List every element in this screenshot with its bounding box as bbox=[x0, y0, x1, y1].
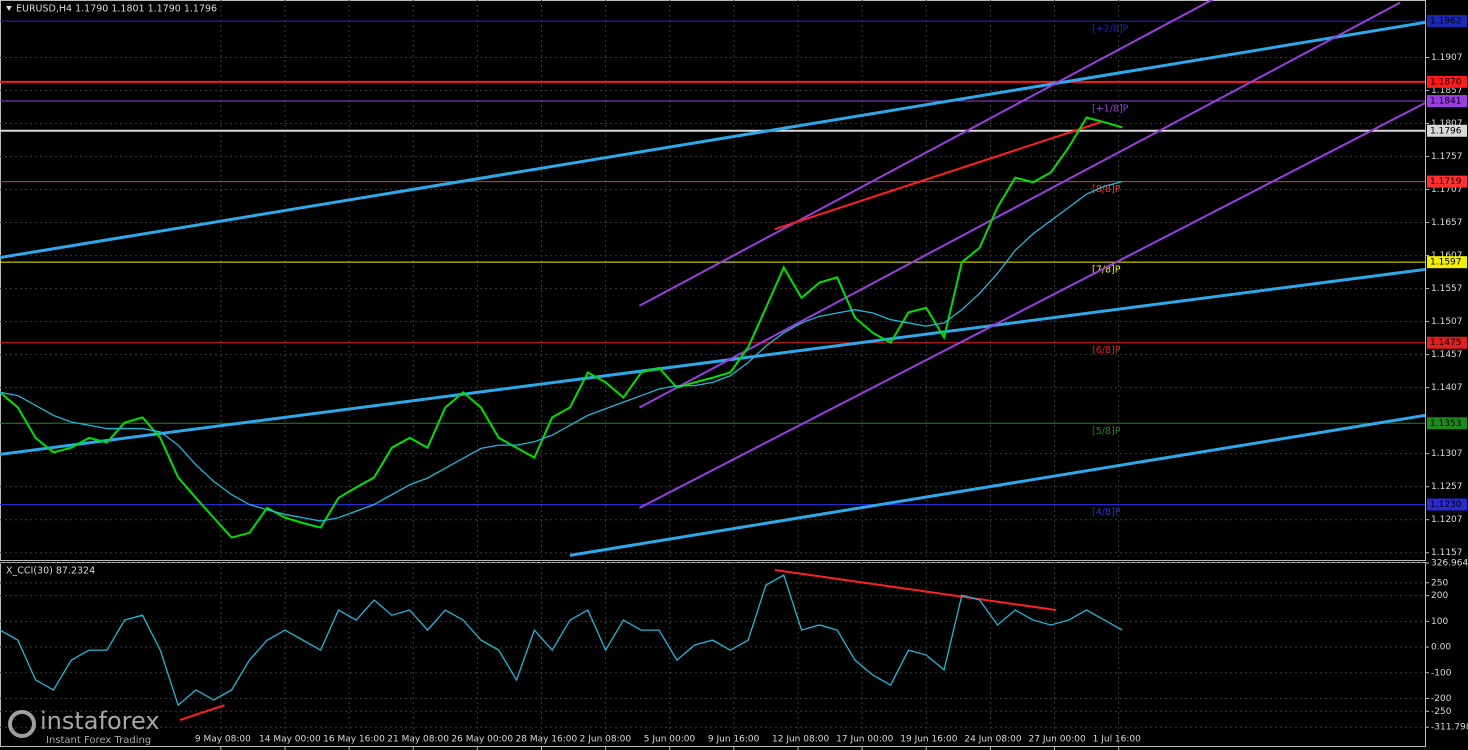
x-tick-label: 26 May 00:00 bbox=[451, 735, 513, 745]
x-tick-label: 1 Jul 16:00 bbox=[1093, 735, 1142, 745]
y-tick-label: 1.1307 bbox=[1431, 449, 1463, 459]
y-tick-label: 1.1257 bbox=[1431, 482, 1463, 492]
trend-line bbox=[774, 568, 1057, 612]
y-tick-label: 1.1857 bbox=[1431, 86, 1463, 96]
x-tick-label: 2 Jun 08:00 bbox=[580, 735, 632, 745]
x-tick-label: 21 May 08:00 bbox=[387, 735, 449, 745]
level-badge bbox=[1427, 498, 1467, 511]
y-tick-label: 1.1457 bbox=[1431, 350, 1463, 360]
level-badge bbox=[1427, 124, 1467, 137]
main-pane-frame bbox=[0, 0, 1426, 561]
trend-line bbox=[638, 1, 1401, 409]
murrey-label: [4/8]P bbox=[1092, 507, 1121, 518]
level-badge bbox=[1427, 15, 1467, 28]
series-line bbox=[0, 116, 1123, 539]
level-label: 1.1796 bbox=[1430, 126, 1462, 136]
chart-title: EURUSD,H4 1.1790 1.1801 1.1790 1.1796 bbox=[16, 4, 217, 15]
y-tick-label: 200 bbox=[1431, 591, 1448, 601]
trend-line bbox=[569, 413, 1426, 557]
level-badge bbox=[1427, 256, 1467, 269]
trend-line bbox=[638, 0, 1214, 307]
murrey-label: [+2/8]P bbox=[1092, 24, 1129, 35]
y-tick-label: -311.798 bbox=[1431, 723, 1468, 733]
y-tick-label: 1.1407 bbox=[1431, 383, 1463, 393]
y-tick-label: 326.9647 bbox=[1431, 559, 1468, 569]
trend-line bbox=[0, 267, 1426, 456]
level-badge bbox=[1427, 175, 1467, 188]
level-label: 1.1475 bbox=[1430, 338, 1462, 348]
murrey-label: [8/8]P bbox=[1092, 184, 1121, 195]
y-tick-label: -100 bbox=[1431, 668, 1452, 678]
x-tick-label: 5 Jun 00:00 bbox=[644, 735, 696, 745]
level-label: 1.1870 bbox=[1430, 77, 1462, 87]
y-tick-label: 1.1507 bbox=[1431, 317, 1463, 327]
y-tick-label: 1.1657 bbox=[1431, 218, 1463, 228]
watermark-tagline: Instant Forex Trading bbox=[46, 735, 151, 746]
murrey-label: [5/8]P bbox=[1092, 426, 1121, 437]
level-badge bbox=[1427, 417, 1467, 430]
x-tick-label: 9 May 08:00 bbox=[195, 735, 251, 745]
y-tick-label: 1.1557 bbox=[1431, 284, 1463, 294]
trend-line bbox=[639, 102, 1426, 509]
y-tick-label: 0.00 bbox=[1431, 643, 1451, 653]
level-label: 1.1719 bbox=[1430, 177, 1462, 187]
y-tick-label: 1.1807 bbox=[1431, 119, 1463, 129]
y-tick-label: 1.1707 bbox=[1431, 185, 1463, 195]
x-tick-label: 14 May 00:00 bbox=[259, 735, 321, 745]
y-tick-label: 1.1607 bbox=[1431, 251, 1463, 261]
watermark: instaforex Instant Forex Trading bbox=[8, 707, 160, 746]
y-tick-label: 1.1757 bbox=[1431, 152, 1463, 162]
y-tick-label: 250 bbox=[1431, 578, 1448, 588]
y-tick-label: 1.1907 bbox=[1431, 53, 1463, 63]
murrey-label: [+1/8]P bbox=[1092, 104, 1129, 115]
level-label: 1.1962 bbox=[1430, 17, 1462, 27]
indicator-title: X_CCI(30) 87.2324 bbox=[6, 566, 95, 577]
watermark-logo bbox=[8, 710, 36, 738]
y-tick-label: -250 bbox=[1431, 707, 1452, 717]
level-label: 1.1841 bbox=[1430, 97, 1462, 107]
level-label: 1.1353 bbox=[1430, 419, 1462, 429]
series-line bbox=[0, 574, 1123, 707]
murrey-label: [7/8]P bbox=[1092, 265, 1121, 276]
level-badge bbox=[1427, 336, 1467, 349]
x-tick-label: 16 May 16:00 bbox=[323, 735, 385, 745]
x-tick-label: 9 Jun 16:00 bbox=[708, 735, 760, 745]
y-tick-label: 1.1207 bbox=[1431, 515, 1463, 525]
watermark-brand: instaforex bbox=[40, 707, 160, 735]
series-line bbox=[0, 180, 1123, 522]
x-tick-label: 19 Jun 16:00 bbox=[900, 735, 957, 745]
level-badge bbox=[1427, 75, 1467, 88]
trend-line bbox=[0, 20, 1426, 260]
murrey-label: [6/8]P bbox=[1092, 345, 1121, 356]
x-tick-label: 24 Jun 08:00 bbox=[964, 735, 1021, 745]
title-arrow bbox=[6, 6, 12, 11]
y-tick-label: 1.1157 bbox=[1431, 548, 1463, 558]
x-tick-label: 27 Jun 00:00 bbox=[1029, 735, 1086, 745]
x-tick-label: 17 Jun 00:00 bbox=[836, 735, 893, 745]
level-label: 1.1597 bbox=[1430, 258, 1462, 268]
cci-pane-frame bbox=[0, 562, 1426, 747]
y-tick-label: 100 bbox=[1431, 617, 1448, 627]
y-tick-label: -200 bbox=[1431, 694, 1452, 704]
trend-line bbox=[179, 704, 225, 721]
x-tick-label: 28 May 16:00 bbox=[516, 735, 578, 745]
x-tick-label: 12 Jun 08:00 bbox=[772, 735, 829, 745]
level-badge bbox=[1427, 95, 1467, 108]
trend-line bbox=[774, 121, 1102, 231]
level-label: 1.1230 bbox=[1430, 500, 1462, 510]
